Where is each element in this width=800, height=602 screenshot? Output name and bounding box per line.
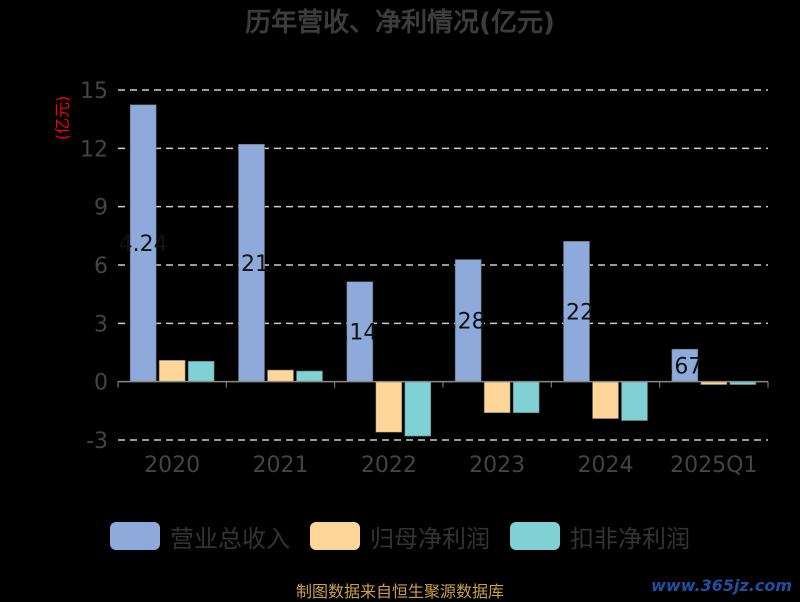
y-tick-label: 6 bbox=[94, 254, 108, 279]
data-label: .21 bbox=[234, 252, 269, 277]
gridlines bbox=[118, 89, 768, 441]
legend-item-net-profit[interactable]: 归母净利润 bbox=[310, 520, 490, 553]
legend-swatch-net-profit bbox=[310, 522, 360, 550]
legend-swatch-revenue bbox=[110, 522, 160, 550]
bar-net-profit[interactable] bbox=[483, 381, 511, 414]
bar-revenue[interactable] bbox=[346, 281, 374, 382]
x-tick-label: 2025Q1 bbox=[670, 453, 757, 478]
bar-revenue[interactable] bbox=[238, 143, 265, 382]
bar-deducted-profit[interactable] bbox=[621, 381, 648, 421]
y-axis-label: (亿元) bbox=[53, 96, 72, 141]
chart-title: 历年营收、净利情况(亿元) bbox=[245, 8, 555, 38]
data-label: .28 bbox=[451, 310, 486, 335]
x-tick-label: 2024 bbox=[578, 453, 634, 478]
bar-deducted-profit[interactable] bbox=[296, 370, 323, 382]
bar-deducted-profit[interactable] bbox=[404, 381, 432, 437]
legend-label-revenue: 营业总收入 bbox=[170, 524, 290, 553]
y-tick-label: 9 bbox=[94, 196, 108, 221]
y-tick-label: -3 bbox=[86, 429, 108, 454]
y-tick-label: 12 bbox=[80, 137, 108, 162]
bar-net-profit[interactable] bbox=[267, 369, 294, 382]
data-label: 4.24 bbox=[119, 232, 168, 257]
data-label: .67 bbox=[667, 354, 702, 379]
x-tick-label: 2021 bbox=[253, 453, 309, 478]
bar-deducted-profit[interactable] bbox=[187, 360, 215, 382]
legend-swatch-deducted-profit bbox=[510, 522, 560, 550]
bar-revenue[interactable] bbox=[563, 240, 590, 382]
bar-net-profit[interactable] bbox=[158, 359, 186, 382]
legend-item-revenue[interactable]: 营业总收入 bbox=[110, 520, 290, 553]
legend-label-deducted-profit: 扣非净利润 bbox=[570, 524, 690, 553]
bar-chart: -3 0 3 6 9 12 15 (亿元) 2020 2021 2022 2023 2024 2025Q1… bbox=[53, 79, 769, 478]
bar-revenue[interactable] bbox=[129, 104, 157, 382]
data-label: .22 bbox=[559, 300, 594, 325]
x-tick-label: 2022 bbox=[361, 453, 417, 478]
bar-net-profit[interactable] bbox=[375, 381, 403, 433]
data-label: .14 bbox=[342, 321, 377, 346]
y-tick-label: 3 bbox=[94, 312, 108, 337]
x-tick-label: 2023 bbox=[469, 453, 525, 478]
data-labels: 4.24 .21 .14 .28 .22 .67 bbox=[119, 232, 703, 379]
axes: -3 0 3 6 9 12 15 (亿元) 2020 2021 2022 2023 2024 2025Q1 bbox=[53, 79, 769, 478]
bars bbox=[129, 104, 757, 437]
bar-revenue[interactable] bbox=[454, 259, 482, 382]
x-tick-label: 2020 bbox=[144, 453, 200, 478]
watermark: www.365jz.com bbox=[651, 576, 792, 595]
bar-deducted-profit[interactable] bbox=[512, 381, 540, 414]
legend-item-deducted-profit[interactable]: 扣非净利润 bbox=[510, 520, 690, 553]
y-tick-label: 0 bbox=[94, 371, 108, 396]
legend-label-net-profit: 归母净利润 bbox=[370, 524, 490, 553]
y-tick-label: 15 bbox=[80, 79, 108, 104]
bar-net-profit[interactable] bbox=[592, 381, 619, 419]
source-note: 制图数据来自恒生聚源数据库 bbox=[295, 582, 504, 601]
legend: 营业总收入 归母净利润 扣非净利润 bbox=[0, 520, 800, 553]
